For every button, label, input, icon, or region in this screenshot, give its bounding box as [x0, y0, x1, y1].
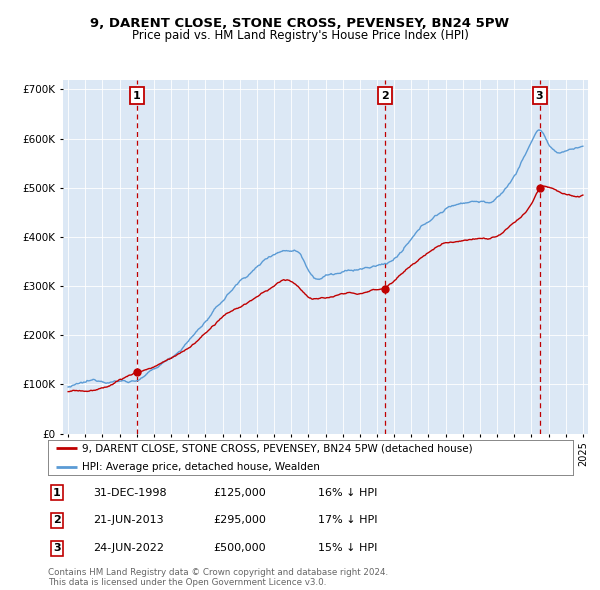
Text: 1: 1 [133, 91, 140, 100]
Text: HPI: Average price, detached house, Wealden: HPI: Average price, detached house, Weal… [82, 462, 320, 472]
Text: Contains HM Land Registry data © Crown copyright and database right 2024.
This d: Contains HM Land Registry data © Crown c… [48, 568, 388, 587]
Text: £295,000: £295,000 [213, 516, 266, 525]
Text: 17% ↓ HPI: 17% ↓ HPI [318, 516, 377, 525]
Text: 21-JUN-2013: 21-JUN-2013 [93, 516, 164, 525]
Text: 2: 2 [381, 91, 389, 100]
Text: 3: 3 [53, 543, 61, 553]
Text: £125,000: £125,000 [213, 488, 266, 497]
Text: 24-JUN-2022: 24-JUN-2022 [93, 543, 164, 553]
Text: 3: 3 [536, 91, 544, 100]
Text: 15% ↓ HPI: 15% ↓ HPI [318, 543, 377, 553]
Text: 16% ↓ HPI: 16% ↓ HPI [318, 488, 377, 497]
Text: Price paid vs. HM Land Registry's House Price Index (HPI): Price paid vs. HM Land Registry's House … [131, 30, 469, 42]
Text: 1: 1 [53, 488, 61, 497]
Text: £500,000: £500,000 [213, 543, 266, 553]
Text: 2: 2 [53, 516, 61, 525]
Text: 9, DARENT CLOSE, STONE CROSS, PEVENSEY, BN24 5PW (detached house): 9, DARENT CLOSE, STONE CROSS, PEVENSEY, … [82, 444, 473, 453]
Text: 31-DEC-1998: 31-DEC-1998 [93, 488, 167, 497]
Text: 9, DARENT CLOSE, STONE CROSS, PEVENSEY, BN24 5PW: 9, DARENT CLOSE, STONE CROSS, PEVENSEY, … [91, 17, 509, 30]
